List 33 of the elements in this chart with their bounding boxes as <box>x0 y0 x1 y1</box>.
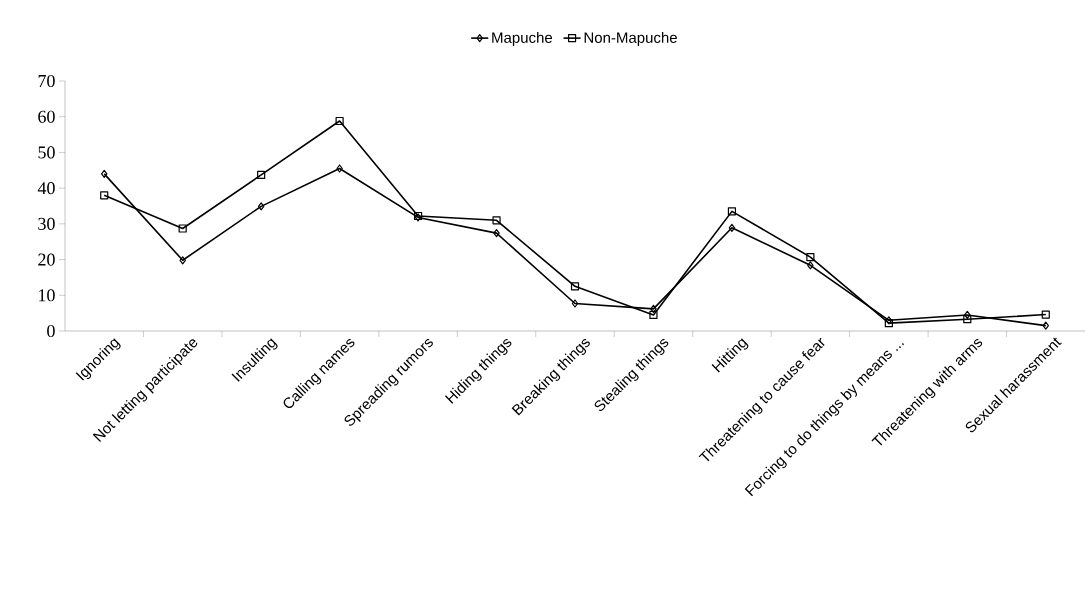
point <box>1041 310 1050 319</box>
point <box>806 252 815 262</box>
y-tick-label: 30 <box>38 217 55 230</box>
point <box>727 207 737 216</box>
point <box>492 216 501 225</box>
point <box>335 116 344 126</box>
point <box>257 202 265 211</box>
point <box>336 164 343 173</box>
point <box>257 170 266 180</box>
y-tick-label: 50 <box>38 146 55 159</box>
legend-label: Non-Mapuche <box>584 31 677 46</box>
point <box>178 224 187 233</box>
y-tick-label: 20 <box>38 253 55 266</box>
y-tick-label: 0 <box>47 324 55 338</box>
y-tick-label: 70 <box>38 74 55 88</box>
point <box>963 315 972 324</box>
y-tick-label: 10 <box>39 289 55 302</box>
point <box>728 223 736 232</box>
point <box>885 316 893 325</box>
point <box>493 229 500 238</box>
point <box>964 310 971 320</box>
y-tick-label: 60 <box>38 110 55 123</box>
point <box>884 319 893 328</box>
point <box>1042 321 1049 330</box>
point <box>649 310 658 320</box>
y-tick-label: 40 <box>37 182 55 195</box>
point <box>807 261 814 270</box>
legend-label: Mapuche <box>492 31 553 46</box>
point <box>570 282 580 291</box>
point <box>101 169 108 178</box>
point <box>179 256 186 265</box>
point <box>571 299 579 308</box>
point <box>100 191 109 200</box>
